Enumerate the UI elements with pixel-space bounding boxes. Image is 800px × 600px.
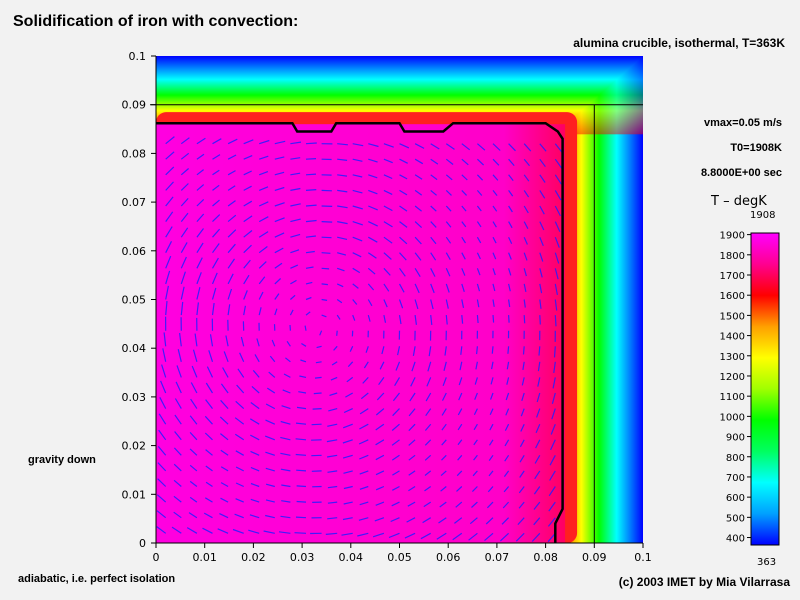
solidification-front — [156, 121, 564, 543]
plot-overlay — [150, 104, 643, 543]
colorbar-tick-label: 500 — [726, 513, 745, 524]
y-tick-label: 0.08 — [122, 147, 147, 160]
colorbar-max-label: 1908 — [750, 210, 776, 221]
axes: 0 0.01 0.02 0.03 0.04 0.05 0.06 0.07 0.08 0.09 0.1… — [122, 50, 652, 564]
colorbar-tick-label: 1900 — [720, 231, 745, 242]
y-tick-label: 0.09 — [122, 99, 147, 112]
colorbar-tick-label: 400 — [726, 534, 745, 545]
y-tick-label: 0.1 — [129, 50, 147, 63]
x-tick-label: 0.02 — [241, 551, 266, 564]
colorbar-tick-label: 1400 — [720, 332, 745, 343]
y-tick-label: 0.07 — [122, 196, 147, 209]
y-tick-label: 0.04 — [122, 342, 147, 355]
x-tick-label: 0.08 — [533, 551, 558, 564]
y-tick-label: 0 — [139, 537, 146, 550]
vmax-label: vmax=0.05 m/s — [704, 117, 782, 129]
adiabatic-annotation: adiabatic, i.e. perfect isolation — [18, 573, 176, 585]
x-tick-label: 0.09 — [582, 551, 607, 564]
colorbar-tick-label: 1500 — [720, 311, 745, 322]
x-tick-label: 0.1 — [634, 551, 652, 564]
x-tick-label: 0.07 — [485, 551, 510, 564]
x-tick-label: 0.01 — [192, 551, 217, 564]
y-tick-label: 0.03 — [122, 391, 147, 404]
colorbar-bar — [750, 232, 780, 546]
colorbar-tick-label: 800 — [726, 453, 745, 464]
vector-arrows — [156, 136, 563, 543]
colorbar-min-label: 363 — [757, 557, 777, 568]
chart-title: Solidification of iron with convection: — [13, 13, 299, 30]
colorbar-tick-label: 600 — [726, 493, 745, 504]
t0-label: T0=1908K — [730, 142, 782, 154]
colorbar-tick-label: 1000 — [720, 412, 745, 423]
colorbar-tick-label: 1300 — [720, 352, 745, 363]
colorbar-tick-label: 900 — [726, 433, 745, 444]
x-tick-label: 0.03 — [290, 551, 315, 564]
y-tick-label: 0.06 — [122, 245, 147, 258]
credit-text: (c) 2003 IMET by Mia Vilarrasa — [618, 575, 790, 589]
colorbar-tick-label: 700 — [726, 473, 745, 484]
velocity-vectors — [156, 136, 563, 543]
chart-subtitle: alumina crucible, isothermal, T=363K — [573, 36, 785, 50]
y-tick-label: 0.02 — [122, 440, 147, 453]
y-tick-label: 0.01 — [122, 488, 147, 501]
colorbar-tick-label: 1800 — [720, 251, 745, 262]
y-tick-label: 0.05 — [122, 294, 147, 307]
colorbar-tick-label: 1200 — [720, 372, 745, 383]
time-label: 8.8000E+00 sec — [700, 167, 782, 179]
x-tick-label: 0.05 — [387, 551, 412, 564]
colorbar-title: T – degK — [711, 194, 767, 209]
corner-blend — [555, 56, 643, 135]
colorbar-tick-label: 1600 — [720, 291, 745, 302]
x-tick-label: 0.06 — [436, 551, 461, 564]
x-tick-label: 0 — [153, 551, 160, 564]
colorbar: 400 500 600 700 800 900 1000 1100 1200 1300 1400 15… — [720, 231, 780, 546]
gravity-annotation: gravity down — [28, 454, 96, 466]
x-tick-label: 0.04 — [339, 551, 364, 564]
colorbar-tick-label: 1700 — [720, 271, 745, 282]
colorbar-tick-label: 1100 — [720, 392, 745, 403]
